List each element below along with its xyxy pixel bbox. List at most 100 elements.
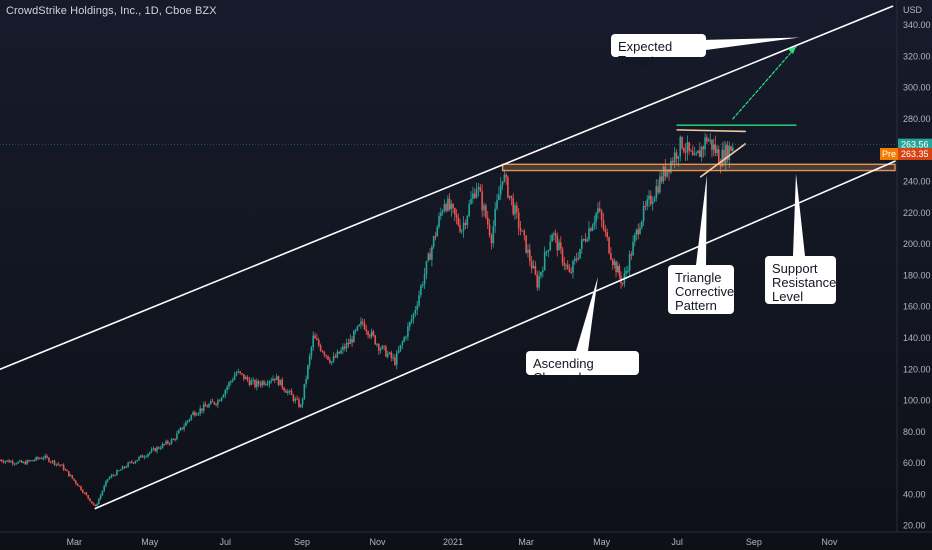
- candle-up: [399, 344, 402, 351]
- price-axis[interactable]: 20.00 40.00 60.00 80.00 100.00 120.00 140.00 16…: [880, 20, 932, 531]
- candle-up: [709, 139, 712, 141]
- candle-up: [172, 439, 175, 441]
- candle-down: [48, 457, 50, 462]
- candle-down: [263, 381, 265, 385]
- candle-up: [300, 404, 302, 407]
- candle-down: [523, 230, 526, 236]
- candle-up: [6, 460, 9, 462]
- candle-down: [394, 357, 396, 365]
- candle-down: [517, 212, 520, 228]
- channel-upper-line: [0, 5, 894, 371]
- last-price-tag: [898, 138, 932, 151]
- candle-up: [379, 348, 382, 351]
- candle-up: [235, 372, 238, 376]
- candle-up: [700, 146, 703, 158]
- candle-down: [8, 460, 10, 463]
- candle-up: [55, 463, 58, 465]
- candle-up: [593, 222, 596, 226]
- candle-up: [613, 261, 616, 265]
- candle-up: [342, 346, 344, 351]
- candle-down: [174, 439, 176, 441]
- time-axis[interactable]: Mar May Jul Sep Nov 2021 Mar May Jul Sep Nov: [67, 537, 838, 547]
- y-tick-label: 320.00: [903, 51, 931, 61]
- candle-down: [726, 144, 729, 160]
- candle-up: [125, 466, 128, 468]
- candle-up: [176, 433, 178, 440]
- candle-up: [679, 136, 682, 157]
- candle-up: [651, 201, 654, 204]
- candle-down: [71, 475, 74, 479]
- candle-up: [237, 371, 240, 373]
- candle-up: [492, 226, 495, 244]
- candle-down: [114, 475, 116, 477]
- candle-up: [395, 352, 398, 365]
- x-tick-label: Mar: [518, 537, 534, 547]
- candle-down: [390, 352, 393, 358]
- candle-down: [277, 376, 280, 386]
- candle-down: [561, 248, 564, 263]
- candle-up: [514, 205, 516, 215]
- candle-up: [421, 284, 424, 286]
- candle-down: [66, 469, 68, 472]
- candle-up: [655, 186, 658, 199]
- candle-up: [179, 427, 182, 431]
- candle-down: [690, 150, 692, 152]
- candle-down: [664, 166, 667, 177]
- candle-down: [347, 342, 350, 345]
- candle-up: [483, 205, 485, 211]
- candle-down: [473, 193, 476, 198]
- premarket-price-tag: [898, 147, 932, 160]
- candle-up: [627, 270, 629, 272]
- candle-up: [279, 379, 282, 386]
- candle-down: [218, 400, 221, 402]
- candle-up: [287, 391, 289, 393]
- candle-down: [445, 204, 447, 211]
- candle-up: [192, 412, 194, 416]
- candle-down: [698, 150, 701, 158]
- candle-down: [254, 380, 256, 388]
- candle-up: [639, 227, 641, 235]
- candle-down: [53, 460, 56, 465]
- candle-down: [323, 352, 326, 356]
- candle-down: [49, 461, 52, 463]
- candle-down: [452, 203, 454, 208]
- candle-down: [615, 261, 617, 273]
- candle-down: [602, 219, 605, 229]
- candle-up: [716, 149, 718, 153]
- candle-up: [268, 381, 271, 384]
- candle-up: [183, 426, 185, 430]
- premarket-label: Pre: [882, 149, 896, 159]
- candle-down: [556, 235, 559, 251]
- candle-down: [87, 495, 89, 499]
- candle-down: [59, 464, 61, 466]
- candle-down: [377, 344, 380, 351]
- candle-down: [257, 381, 260, 385]
- candle-down: [64, 469, 67, 471]
- candle-up: [591, 225, 594, 231]
- candle-down: [563, 262, 566, 266]
- candle-down: [243, 374, 245, 380]
- candle-up: [147, 453, 149, 457]
- candle-down: [283, 387, 285, 391]
- candle-down: [73, 478, 75, 481]
- candle-up: [521, 230, 524, 232]
- candle-up: [695, 153, 698, 155]
- candle-up: [565, 264, 567, 266]
- candle-down: [505, 174, 507, 178]
- candle-up: [150, 449, 153, 453]
- grid: [0, 0, 932, 533]
- candle-up: [732, 147, 734, 151]
- y-tick-label: 180.00: [903, 270, 931, 280]
- candle-up: [494, 208, 496, 227]
- candle-down: [325, 355, 327, 357]
- candle-up: [103, 485, 105, 492]
- candle-up: [595, 213, 597, 223]
- y-tick-label: 20.00: [903, 521, 926, 531]
- candle-down: [454, 207, 456, 215]
- y-tick-label: 60.00: [903, 458, 926, 468]
- candle-down: [213, 401, 216, 405]
- candle-up: [252, 380, 254, 382]
- candle-up: [632, 241, 634, 256]
- candle-down: [11, 461, 14, 464]
